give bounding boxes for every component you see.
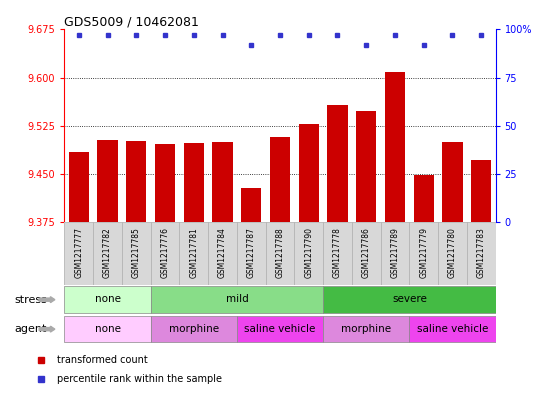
Bar	[122, 222, 151, 285]
FancyBboxPatch shape	[151, 286, 323, 313]
Bar	[265, 222, 295, 285]
Bar	[381, 222, 409, 285]
Text: GSM1217783: GSM1217783	[477, 227, 486, 278]
Bar	[356, 111, 376, 222]
Text: morphine: morphine	[169, 323, 219, 334]
FancyBboxPatch shape	[237, 316, 323, 342]
Bar	[126, 141, 146, 222]
FancyBboxPatch shape	[323, 316, 409, 342]
Text: GSM1217778: GSM1217778	[333, 227, 342, 278]
Bar	[151, 222, 179, 285]
Bar	[298, 125, 319, 222]
Bar	[295, 222, 323, 285]
Bar	[409, 222, 438, 285]
FancyBboxPatch shape	[409, 316, 496, 342]
Text: agent: agent	[14, 324, 46, 334]
Text: none: none	[95, 323, 120, 334]
FancyBboxPatch shape	[64, 286, 151, 313]
Text: GSM1217782: GSM1217782	[103, 227, 112, 277]
Bar	[64, 222, 93, 285]
Text: GSM1217786: GSM1217786	[362, 227, 371, 278]
Text: GSM1217788: GSM1217788	[276, 227, 284, 277]
Bar	[328, 105, 348, 222]
FancyBboxPatch shape	[64, 316, 151, 342]
Text: GSM1217790: GSM1217790	[304, 227, 313, 278]
Bar	[237, 222, 265, 285]
FancyBboxPatch shape	[151, 316, 237, 342]
Text: GSM1217780: GSM1217780	[448, 227, 457, 278]
Bar	[155, 144, 175, 222]
Text: saline vehicle: saline vehicle	[417, 323, 488, 334]
Text: stress: stress	[14, 295, 47, 305]
Bar	[414, 175, 434, 222]
Text: saline vehicle: saline vehicle	[244, 323, 316, 334]
FancyBboxPatch shape	[323, 286, 496, 313]
Text: GSM1217777: GSM1217777	[74, 227, 83, 278]
Text: severe: severe	[392, 294, 427, 304]
Bar	[208, 222, 237, 285]
Text: none: none	[95, 294, 120, 304]
Bar	[179, 222, 208, 285]
Bar	[69, 152, 89, 222]
Bar	[270, 137, 290, 222]
Bar	[467, 222, 496, 285]
Text: GSM1217789: GSM1217789	[390, 227, 399, 278]
Text: GSM1217776: GSM1217776	[161, 227, 170, 278]
Bar	[323, 222, 352, 285]
Text: mild: mild	[226, 294, 248, 304]
Bar	[352, 222, 381, 285]
Text: GDS5009 / 10462081: GDS5009 / 10462081	[64, 15, 199, 28]
Bar	[438, 222, 467, 285]
Text: GSM1217785: GSM1217785	[132, 227, 141, 278]
Text: transformed count: transformed count	[57, 354, 148, 365]
Bar	[471, 160, 491, 222]
Bar	[93, 222, 122, 285]
Bar	[97, 140, 118, 222]
Text: morphine: morphine	[341, 323, 391, 334]
Bar	[241, 188, 262, 222]
Bar	[385, 72, 405, 222]
Text: GSM1217781: GSM1217781	[189, 227, 198, 277]
Text: GSM1217779: GSM1217779	[419, 227, 428, 278]
Text: GSM1217787: GSM1217787	[247, 227, 256, 278]
Bar	[184, 143, 204, 222]
Text: GSM1217784: GSM1217784	[218, 227, 227, 278]
Bar	[442, 142, 463, 222]
Text: percentile rank within the sample: percentile rank within the sample	[57, 374, 222, 384]
Bar	[212, 142, 232, 222]
